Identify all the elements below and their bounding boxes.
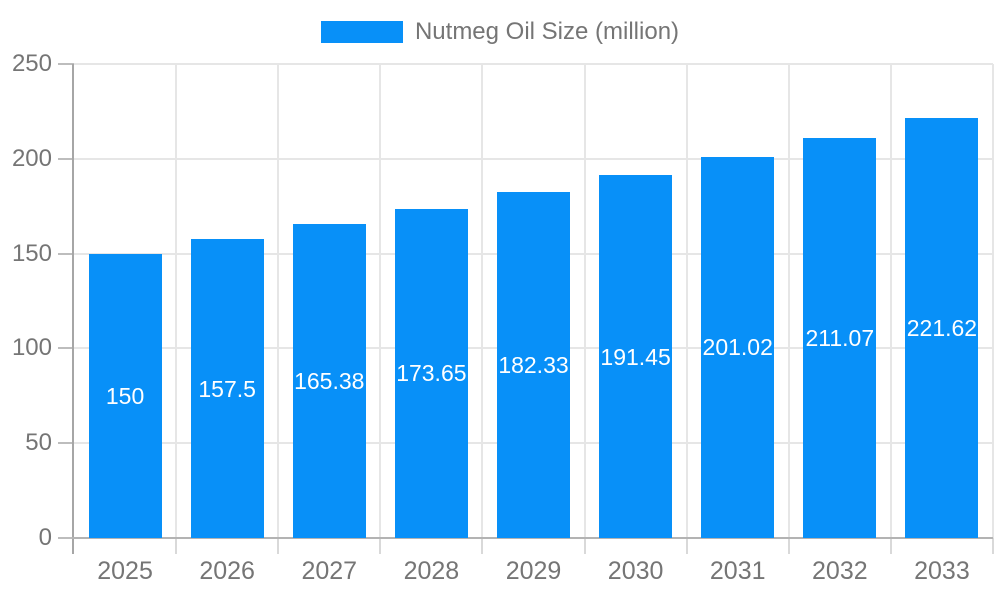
gridline-vertical <box>583 64 586 538</box>
y-axis-tick <box>58 157 74 160</box>
x-axis-tick <box>277 538 280 554</box>
x-axis-tick-label: 2033 <box>914 557 970 585</box>
gridline-vertical <box>685 64 688 538</box>
bar-2030[interactable] <box>599 175 673 538</box>
y-axis-tick-label: 200 <box>11 144 52 172</box>
gridline-horizontal <box>74 63 993 65</box>
x-axis-tick <box>583 538 586 554</box>
y-axis-tick <box>58 63 74 65</box>
x-axis-tick-label: 2028 <box>403 557 460 585</box>
bar-2027[interactable] <box>292 224 366 538</box>
gridline-vertical <box>889 64 892 538</box>
x-axis-tick <box>889 538 892 554</box>
y-axis-line <box>72 64 74 554</box>
y-axis-tick-label: 250 <box>11 50 52 77</box>
x-axis-tick <box>175 538 178 554</box>
y-axis-tick-label: 0 <box>38 524 52 551</box>
x-axis-tick-label: 2032 <box>812 557 868 585</box>
y-axis-tick <box>58 347 74 350</box>
plot-right-border <box>992 64 994 538</box>
x-axis-tick-label: 2030 <box>607 557 664 585</box>
gridline-vertical <box>175 64 178 538</box>
gridline-vertical <box>787 64 790 538</box>
gridline-vertical <box>277 64 280 538</box>
y-axis-tick-label: 50 <box>25 429 52 457</box>
x-axis-tick <box>685 538 688 554</box>
x-axis-line <box>72 537 993 539</box>
x-axis-tick <box>379 538 382 554</box>
gridline-horizontal <box>74 157 993 160</box>
legend-swatch <box>320 21 403 43</box>
y-axis-tick-label: 150 <box>11 239 52 267</box>
x-axis-tick-label: 2031 <box>709 557 766 585</box>
x-axis-tick <box>992 538 994 554</box>
x-axis-tick <box>787 538 790 554</box>
x-axis-tick-label: 2026 <box>199 557 255 585</box>
chart-legend[interactable]: Nutmeg Oil Size (million) <box>0 14 1000 50</box>
bar-2025[interactable] <box>88 253 162 538</box>
bar-2026[interactable] <box>190 239 264 538</box>
bar-2029[interactable] <box>497 192 570 538</box>
gridline-vertical <box>379 64 382 538</box>
y-axis-tick-label: 100 <box>11 334 52 362</box>
gridline-vertical <box>481 64 484 538</box>
bar-2033[interactable] <box>905 117 979 538</box>
bar-2028[interactable] <box>394 208 468 538</box>
x-axis-tick-label: 2029 <box>505 557 562 585</box>
bar-2032[interactable] <box>803 137 877 538</box>
x-axis-tick-label: 2027 <box>301 557 358 585</box>
y-axis-tick <box>58 537 74 539</box>
bar-2031[interactable] <box>701 156 775 538</box>
x-axis-tick <box>481 538 484 554</box>
legend-label: Nutmeg Oil Size (million) <box>414 18 680 45</box>
y-axis-tick <box>58 442 74 445</box>
y-axis-tick <box>58 252 74 255</box>
x-axis-tick-label: 2025 <box>97 557 153 585</box>
